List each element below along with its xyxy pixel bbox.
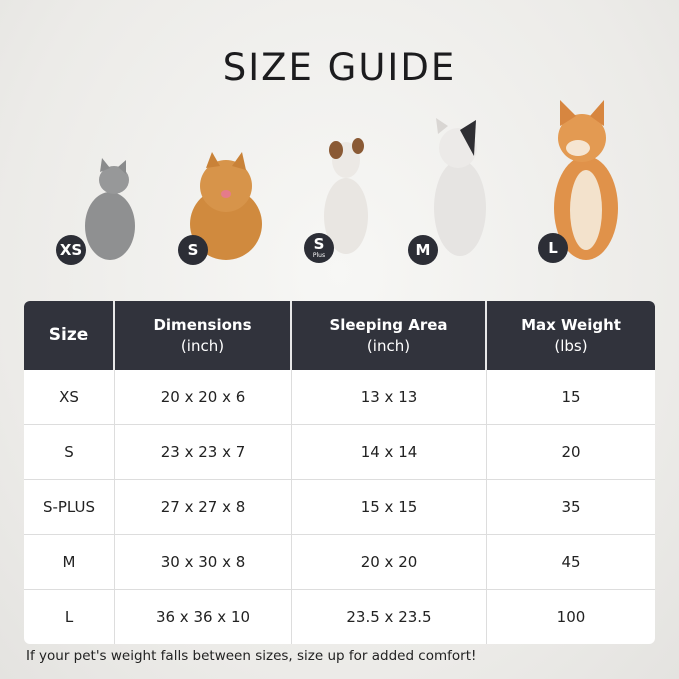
badge-label: M (415, 240, 431, 259)
header-size: Size (24, 301, 115, 370)
table-row: S 23 x 23 x 7 14 x 14 20 (24, 425, 655, 480)
badge-sublabel: Plus (312, 252, 326, 259)
badge-label: L (548, 238, 558, 257)
header-unit: (inch) (180, 336, 225, 355)
cell-max-weight: 20 (487, 425, 655, 480)
table-row: L 36 x 36 x 10 23.5 x 23.5 100 (24, 590, 655, 644)
shiba-inu-image (554, 100, 618, 260)
size-badge-xs: XS (56, 235, 86, 265)
header-label: Size (48, 325, 89, 346)
cat-image (85, 158, 135, 260)
header-label: Sleeping Area (329, 316, 448, 335)
table-row: M 30 x 30 x 8 20 x 20 45 (24, 535, 655, 590)
cell-size: S (24, 425, 115, 480)
badge-label: S (187, 240, 199, 259)
cell-max-weight: 45 (487, 535, 655, 590)
badge-label: XS (59, 240, 83, 259)
terrier-image (324, 138, 368, 254)
table-row: S-PLUS 27 x 27 x 8 15 x 15 35 (24, 480, 655, 535)
table-row: XS 20 x 20 x 6 13 x 13 15 (24, 370, 655, 425)
cell-dimensions: 36 x 36 x 10 (115, 590, 292, 644)
cell-size: XS (24, 370, 115, 425)
french-bulldog-image (434, 118, 486, 256)
pomeranian-image (190, 152, 262, 260)
sizing-note: If your pet's weight falls between sizes… (26, 648, 477, 664)
cell-max-weight: 15 (487, 370, 655, 425)
cell-sleeping-area: 20 x 20 (292, 535, 487, 590)
header-label: Max Weight (521, 316, 621, 335)
header-unit: (lbs) (554, 336, 588, 355)
cell-dimensions: 30 x 30 x 8 (115, 535, 292, 590)
cell-sleeping-area: 13 x 13 (292, 370, 487, 425)
size-badge-l: L (538, 233, 568, 263)
cell-size: S-PLUS (24, 480, 115, 535)
cell-sleeping-area: 23.5 x 23.5 (292, 590, 487, 644)
cell-max-weight: 100 (556, 608, 586, 626)
cell-sleeping-area: 14 x 14 (292, 425, 487, 480)
size-table: Size Dimensions (inch) Sleeping Area (inch… (24, 301, 655, 644)
cell-size: M (24, 535, 115, 590)
badge-label: S (313, 235, 325, 253)
size-badge-s: S (178, 235, 208, 265)
cell-dimensions: 27 x 27 x 8 (115, 480, 292, 535)
header-max-weight: Max Weight (lbs) (487, 301, 655, 370)
cell-dimensions: 23 x 23 x 7 (115, 425, 292, 480)
header-unit: (inch) (366, 336, 411, 355)
cell-max-weight: 35 (487, 480, 655, 535)
header-sleeping-area: Sleeping Area (inch) (292, 301, 487, 370)
cell-sleeping-area: 15 x 15 (292, 480, 487, 535)
cell-size: L (24, 590, 115, 644)
size-badge-m: M (408, 235, 438, 265)
table-header-row: Size Dimensions (inch) Sleeping Area (inch… (24, 301, 655, 370)
page-title: SIZE GUIDE (222, 46, 457, 89)
header-dimensions: Dimensions (inch) (115, 301, 292, 370)
header-label: Dimensions (153, 316, 252, 335)
cell-dimensions: 20 x 20 x 6 (115, 370, 292, 425)
size-badge-s-plus: S Plus (304, 233, 334, 263)
